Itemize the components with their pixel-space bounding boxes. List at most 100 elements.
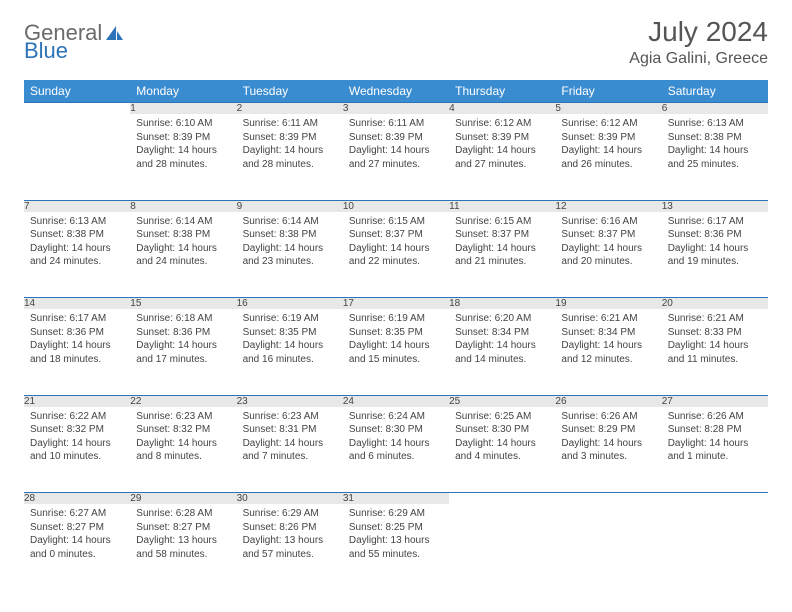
day-cell — [24, 114, 130, 200]
weekday-heading: Wednesday — [343, 80, 449, 103]
day-number: 25 — [449, 395, 555, 407]
day-cell: Sunrise: 6:15 AMSunset: 8:37 PMDaylight:… — [343, 212, 449, 298]
day-number: 21 — [24, 395, 130, 407]
day-cell — [555, 504, 661, 590]
day-number: 12 — [555, 200, 661, 212]
day-number: 18 — [449, 298, 555, 310]
sunrise-text: Sunrise: 6:15 AM — [349, 215, 443, 229]
sunrise-text: Sunrise: 6:24 AM — [349, 410, 443, 424]
day-cell: Sunrise: 6:16 AMSunset: 8:37 PMDaylight:… — [555, 212, 661, 298]
day-content-row: Sunrise: 6:13 AM Sunset: 8:38 PM Daylight:… — [24, 212, 768, 298]
day-cell: Sunrise: 6:14 AMSunset: 8:38 PMDaylight:… — [237, 212, 343, 298]
daylight-text: Daylight: 14 hours and 4 minutes. — [455, 437, 549, 464]
sunrise-text: Sunrise: 6:12 AM — [561, 117, 655, 131]
sunset-text: Sunset: 8:28 PM — [668, 423, 762, 437]
title-block: July 2024 Agia Galini, Greece — [629, 16, 768, 68]
daylight-text: Daylight: 14 hours and 25 minutes. — [668, 144, 762, 171]
day-cell — [449, 504, 555, 590]
day-cell: Sunrise: 6:22 AMSunset: 8:32 PMDaylight:… — [24, 407, 130, 493]
location: Agia Galini, Greece — [629, 50, 768, 68]
day-cell: Sunrise: 6:13 AMSunset: 8:38 PMDaylight:… — [24, 212, 130, 298]
sunset-text: Sunset: 8:39 PM — [561, 131, 655, 145]
sunrise-text: Sunrise: 6:10 AM — [136, 117, 230, 131]
sunset-text: Sunset: 8:27 PM — [30, 521, 124, 535]
sunset-text: Sunset: 8:36 PM — [668, 228, 762, 242]
sunrise-text: Sunrise: 6:29 AM — [243, 507, 337, 521]
daylight-text: Daylight: 13 hours and 55 minutes. — [349, 534, 443, 561]
daylight-text: Daylight: 14 hours and 0 minutes. — [30, 534, 124, 561]
weekday-heading: Sunday — [24, 80, 130, 103]
sunset-text: Sunset: 8:37 PM — [561, 228, 655, 242]
sunset-text: Sunset: 8:38 PM — [668, 131, 762, 145]
sunset-text: Sunset: 8:27 PM — [136, 521, 230, 535]
day-content-row: Sunrise: 6:17 AMSunset: 8:36 PMDaylight:… — [24, 309, 768, 395]
day-content-row: Sunrise: 6:22 AM Sunset: 8:32 PM Daylight:… — [24, 407, 768, 493]
day-cell: Sunrise: 6:19 AMSunset: 8:35 PMDaylight:… — [343, 309, 449, 395]
sunset-text: Sunset: 8:26 PM — [243, 521, 337, 535]
daylight-text: Daylight: 13 hours and 57 minutes. — [243, 534, 337, 561]
day-number: 1 — [130, 103, 236, 115]
day-number: 15 — [130, 298, 236, 310]
daylight-text: Daylight: 14 hours and 27 minutes. — [455, 144, 549, 171]
sunset-text: Sunset: 8:34 PM — [561, 326, 655, 340]
daylight-text: Daylight: 14 hours and 21 minutes. — [455, 242, 549, 269]
weekday-heading: Saturday — [662, 80, 768, 103]
sunrise-text: Sunrise: 6:21 AM — [561, 312, 655, 326]
sunset-text: Sunset: 8:36 PM — [136, 326, 230, 340]
sunrise-text: Sunrise: 6:17 AM — [30, 312, 124, 326]
daylight-text: Daylight: 14 hours and 16 minutes. — [243, 339, 337, 366]
sunrise-text: Sunrise: 6:16 AM — [561, 215, 655, 229]
day-cell: Sunrise: 6:23 AMSunset: 8:31 PMDaylight:… — [237, 407, 343, 493]
header: General July 2024 Agia Galini, Greece — [24, 16, 768, 68]
sunset-text: Sunset: 8:38 PM — [243, 228, 337, 242]
daylight-text: Daylight: 14 hours and 6 minutes. — [349, 437, 443, 464]
sunset-text: Sunset: 8:39 PM — [243, 131, 337, 145]
sunset-text: Sunset: 8:36 PM — [30, 326, 124, 340]
daylight-text: Daylight: 13 hours and 58 minutes. — [136, 534, 230, 561]
sunrise-text: Sunrise: 6:19 AM — [349, 312, 443, 326]
day-number: 28 — [24, 493, 130, 505]
sunrise-text: Sunrise: 6:13 AM — [30, 215, 124, 229]
daylight-text: Daylight: 14 hours and 7 minutes. — [243, 437, 337, 464]
day-cell: Sunrise: 6:27 AMSunset: 8:27 PMDaylight:… — [24, 504, 130, 590]
logo-text-blue: Blue — [24, 38, 68, 64]
day-number: 29 — [130, 493, 236, 505]
day-cell: Sunrise: 6:20 AMSunset: 8:34 PMDaylight:… — [449, 309, 555, 395]
day-number-row: 28293031 — [24, 493, 768, 505]
sunrise-text: Sunrise: 6:26 AM — [668, 410, 762, 424]
sunrise-text: Sunrise: 6:23 AM — [136, 410, 230, 424]
day-cell: Sunrise: 6:29 AMSunset: 8:25 PMDaylight:… — [343, 504, 449, 590]
day-cell: Sunrise: 6:15 AMSunset: 8:37 PMDaylight:… — [449, 212, 555, 298]
day-number: 8 — [130, 200, 236, 212]
day-cell: Sunrise: 6:29 AMSunset: 8:26 PMDaylight:… — [237, 504, 343, 590]
sunset-text: Sunset: 8:32 PM — [136, 423, 230, 437]
day-number: 14 — [24, 298, 130, 310]
day-number: 27 — [662, 395, 768, 407]
day-number-row: 78910111213 — [24, 200, 768, 212]
sunrise-text: Sunrise: 6:22 AM — [30, 410, 124, 424]
sunrise-text: Sunrise: 6:13 AM — [668, 117, 762, 131]
day-cell: Sunrise: 6:23 AMSunset: 8:32 PMDaylight:… — [130, 407, 236, 493]
day-cell: Sunrise: 6:25 AMSunset: 8:30 PMDaylight:… — [449, 407, 555, 493]
day-number: 6 — [662, 103, 768, 115]
sunset-text: Sunset: 8:29 PM — [561, 423, 655, 437]
day-number: 22 — [130, 395, 236, 407]
day-number — [24, 103, 130, 115]
day-cell: Sunrise: 6:19 AMSunset: 8:35 PMDaylight:… — [237, 309, 343, 395]
day-number: 31 — [343, 493, 449, 505]
day-content-row: Sunrise: 6:27 AMSunset: 8:27 PMDaylight:… — [24, 504, 768, 590]
sunset-text: Sunset: 8:35 PM — [243, 326, 337, 340]
day-number: 13 — [662, 200, 768, 212]
sunset-text: Sunset: 8:39 PM — [455, 131, 549, 145]
day-number: 7 — [24, 200, 130, 212]
day-cell — [662, 504, 768, 590]
day-number — [555, 493, 661, 505]
day-number: 2 — [237, 103, 343, 115]
sunrise-text: Sunrise: 6:28 AM — [136, 507, 230, 521]
weekday-header-row: Sunday Monday Tuesday Wednesday Thursday… — [24, 80, 768, 103]
day-number: 23 — [237, 395, 343, 407]
sunrise-text: Sunrise: 6:11 AM — [243, 117, 337, 131]
day-number: 11 — [449, 200, 555, 212]
weekday-heading: Thursday — [449, 80, 555, 103]
day-number: 17 — [343, 298, 449, 310]
